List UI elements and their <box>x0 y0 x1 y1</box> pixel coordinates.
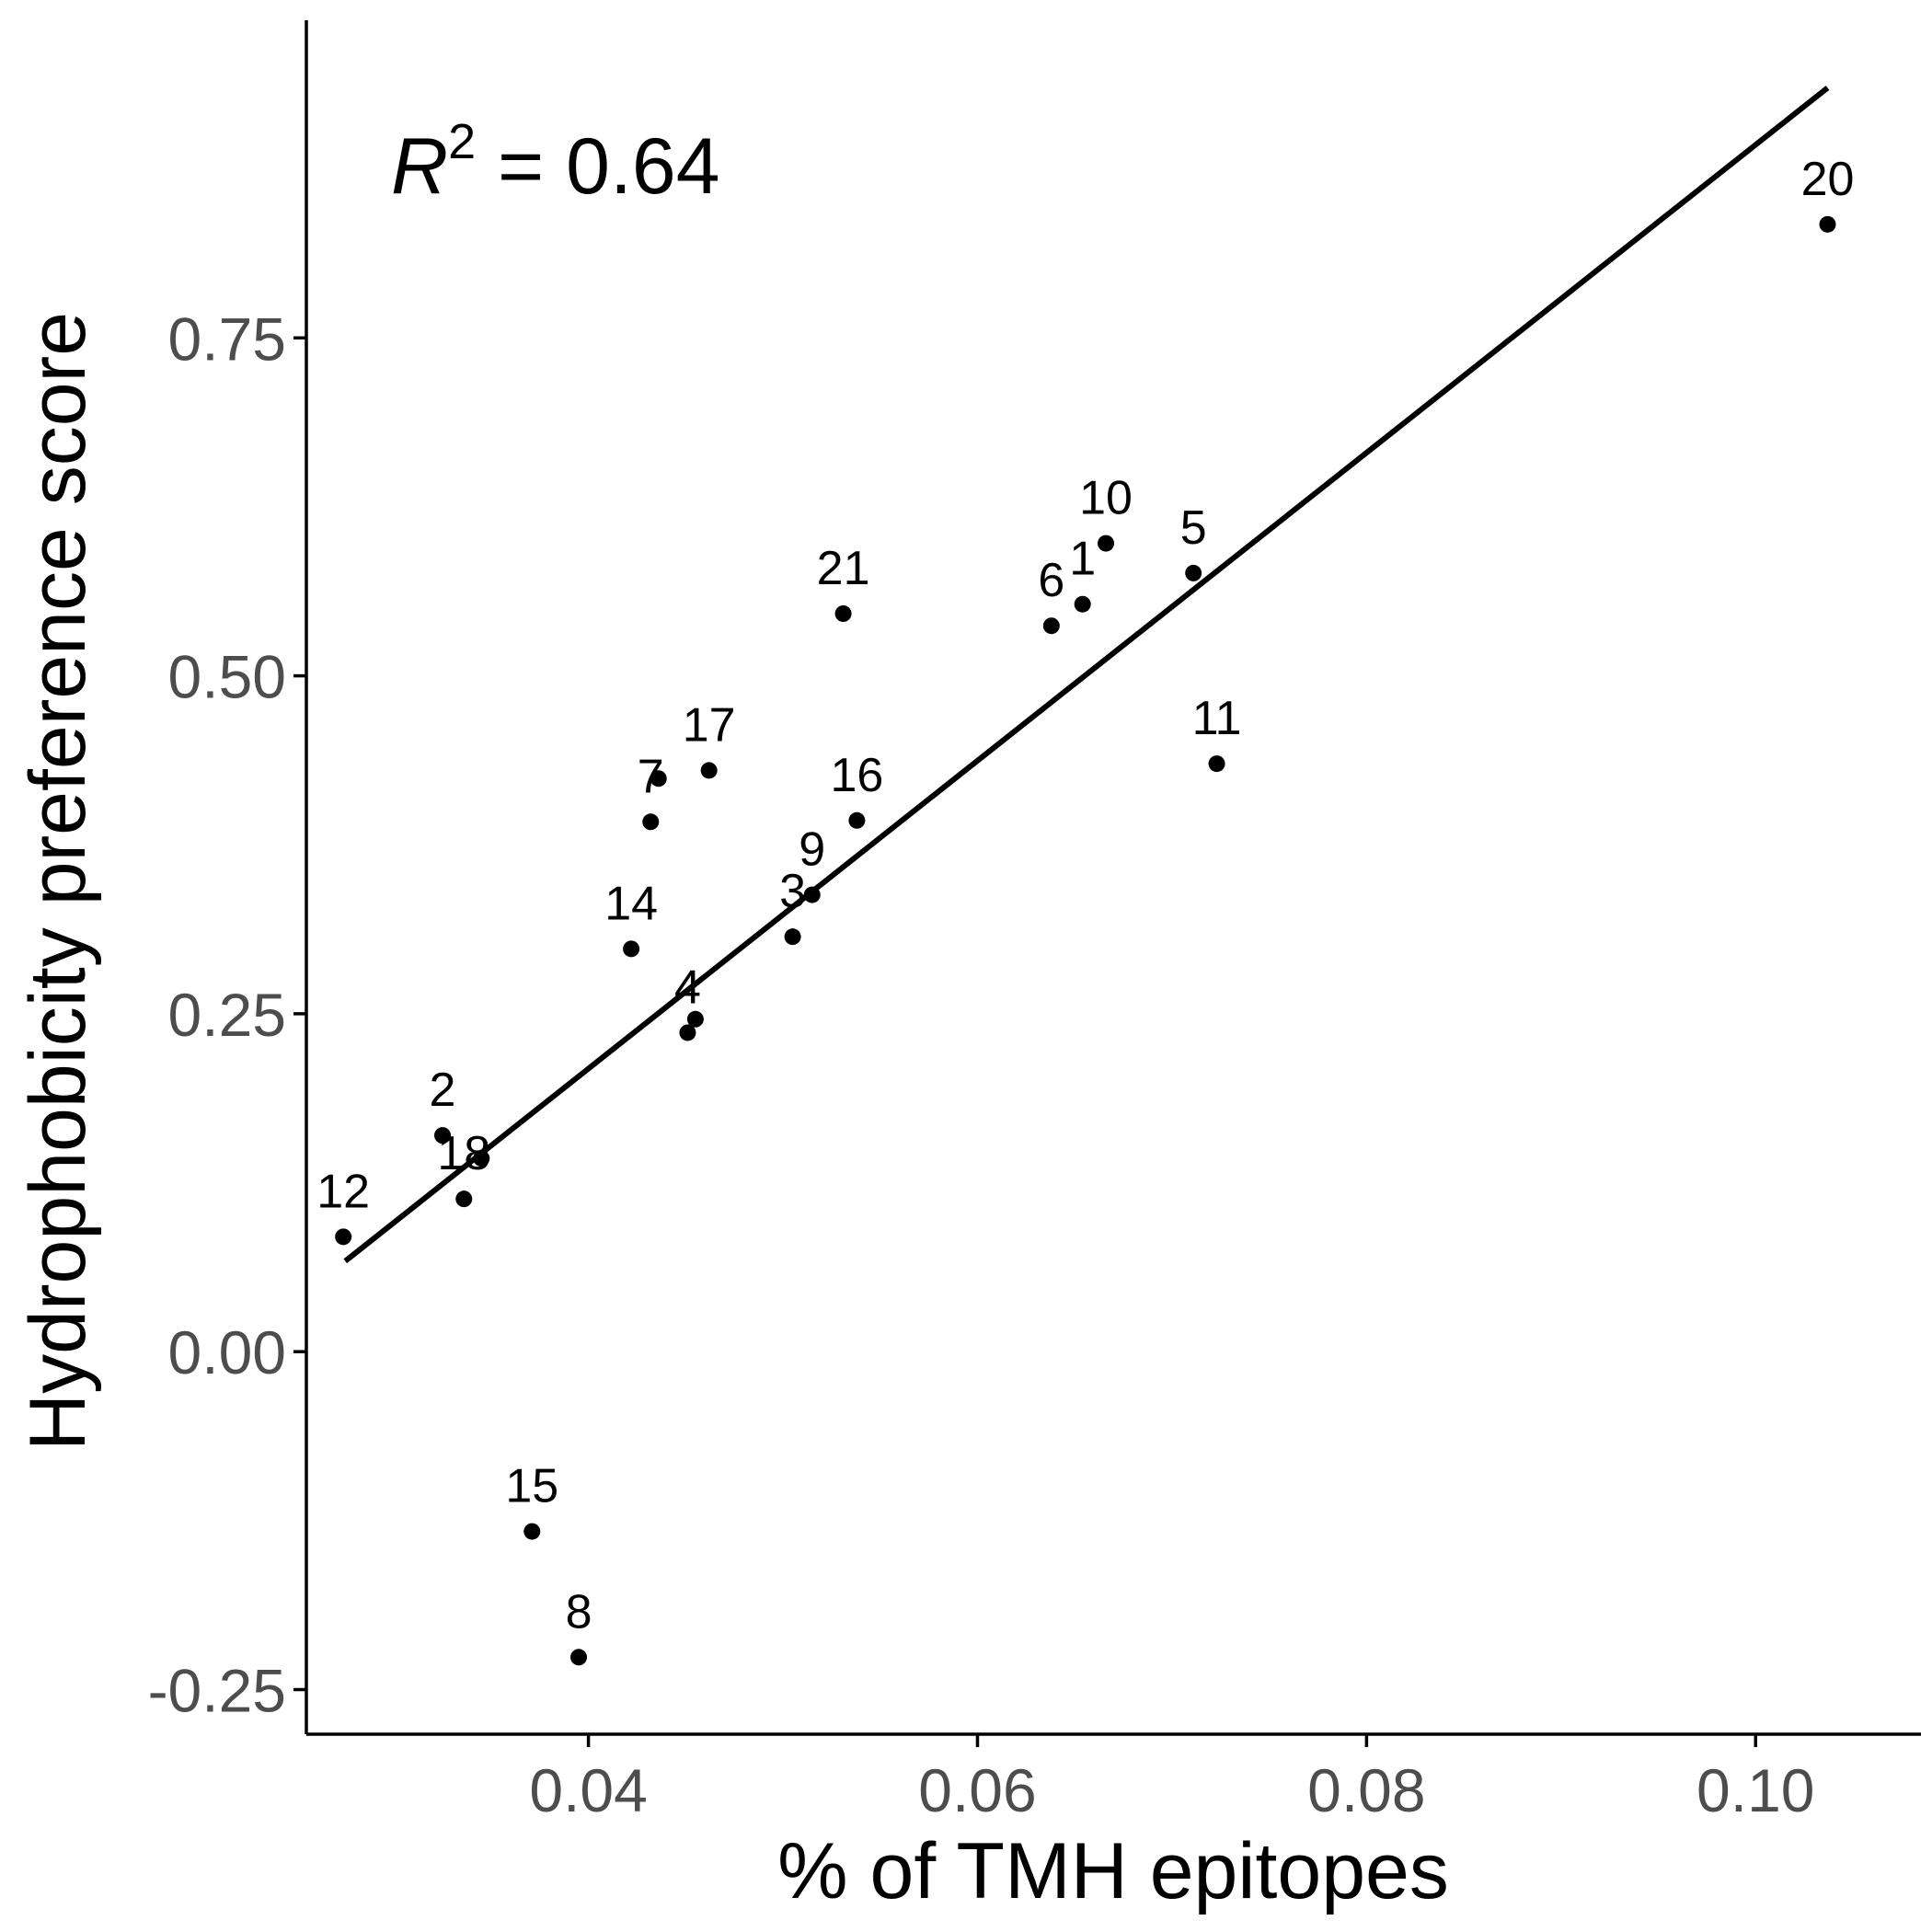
data-point <box>335 1228 352 1246</box>
x-axis-title: % of TMH epitopes <box>777 1827 1449 1915</box>
r-squared-symbol: R <box>391 122 448 211</box>
ticks: 0.04 0.06 0.08 0.10 -0.25 0.00 0.25 0.50 0.75 <box>148 305 1815 1824</box>
plot-area: 12345678910111214151617182021 <box>316 86 1855 1666</box>
regression-line <box>343 86 1830 1264</box>
y-tick-label: 0.50 <box>168 643 286 711</box>
data-point <box>1098 535 1115 552</box>
y-tick-label: 0.00 <box>168 1318 286 1386</box>
axes <box>305 20 1921 1736</box>
data-point <box>679 1024 696 1041</box>
data-point <box>623 940 640 958</box>
data-point <box>570 1649 588 1666</box>
x-tick-label: 0.08 <box>1307 1756 1425 1824</box>
point-label: 3 <box>779 865 806 918</box>
point-label: 16 <box>830 749 883 802</box>
data-point <box>700 762 718 779</box>
point-label: 15 <box>505 1460 558 1513</box>
data-point <box>848 811 866 829</box>
data-point <box>1074 595 1091 613</box>
data-point <box>784 928 801 946</box>
point-label: 8 <box>566 1585 592 1639</box>
data-point <box>803 886 821 903</box>
data-point <box>1819 215 1836 233</box>
point-label: 4 <box>674 960 701 1014</box>
data-point <box>642 813 660 831</box>
point-label: 2 <box>430 1064 456 1117</box>
point-label: 6 <box>1038 554 1064 607</box>
data-point <box>686 1010 704 1028</box>
point-label: 1 <box>1069 533 1096 586</box>
y-tick-label: -0.25 <box>148 1657 286 1725</box>
data-point <box>1185 564 1202 581</box>
x-tick-label: 0.04 <box>529 1756 647 1824</box>
y-tick-label: 0.75 <box>168 305 286 373</box>
r-squared-exponent: 2 <box>448 114 476 169</box>
point-label: 17 <box>683 698 736 752</box>
point-label: 12 <box>316 1165 370 1218</box>
data-point <box>1042 617 1060 635</box>
point-label: 21 <box>817 542 870 595</box>
y-tick-label: 0.25 <box>168 981 286 1049</box>
data-point <box>455 1190 473 1208</box>
data-point <box>473 1150 490 1167</box>
point-label: 11 <box>1192 692 1242 745</box>
r-squared-annotation: R2 = 0.64 <box>391 114 720 211</box>
x-tick-label: 0.06 <box>918 1756 1036 1824</box>
data-point <box>834 604 852 622</box>
data-point <box>434 1127 452 1144</box>
point-label: 10 <box>1079 472 1133 525</box>
r-squared-value: = 0.64 <box>476 122 719 211</box>
point-label: 14 <box>604 877 658 930</box>
data-point <box>1208 755 1225 773</box>
data-point <box>523 1523 541 1540</box>
data-point <box>650 770 667 788</box>
point-label: 5 <box>1180 501 1207 555</box>
y-axis-title: Hydrophobicity preference score <box>14 312 102 1451</box>
point-label: 9 <box>799 823 825 877</box>
point-label: 20 <box>1801 153 1855 206</box>
x-tick-label: 0.10 <box>1696 1756 1814 1824</box>
